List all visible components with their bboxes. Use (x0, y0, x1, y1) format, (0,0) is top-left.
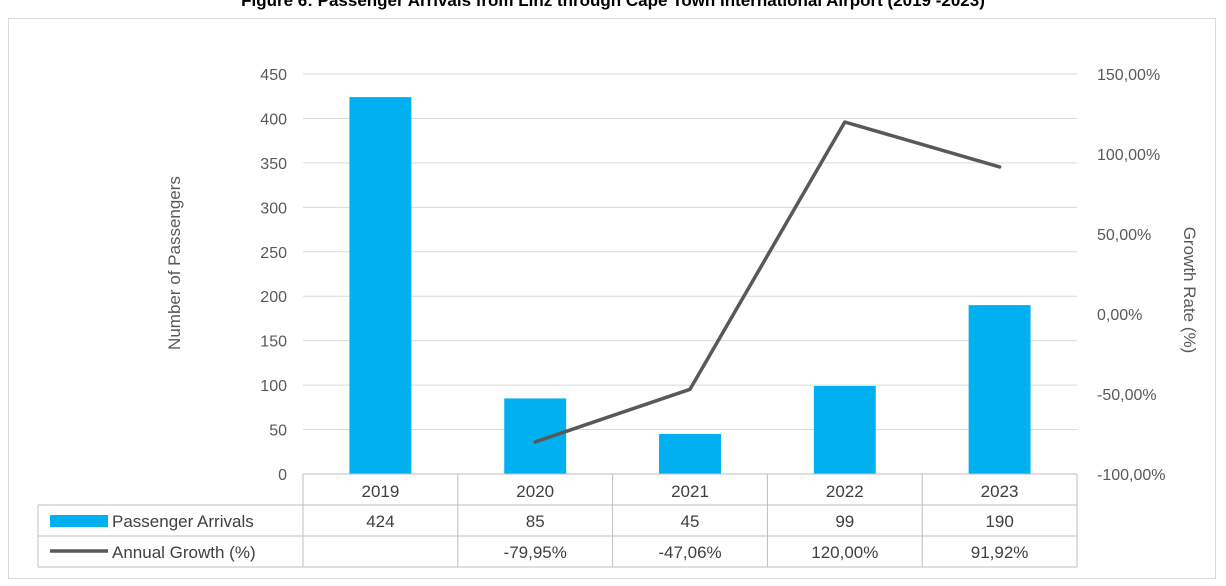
y-tick-label: 50 (269, 423, 287, 440)
y2-tick-label: 150,00% (1097, 67, 1160, 84)
table-value: 45 (681, 512, 700, 531)
bar (813, 386, 876, 474)
y2-tick-label: -50,00% (1097, 387, 1157, 404)
y-tick-label: 150 (260, 334, 287, 351)
y-axis-title: Number of Passengers (165, 176, 184, 350)
bar (968, 305, 1031, 474)
y2-tick-label: 50,00% (1097, 227, 1151, 244)
x-category-label: 2022 (826, 482, 864, 501)
chart-frame (8, 18, 1216, 579)
y-tick-label: 250 (260, 245, 287, 262)
y2-axis-title: Growth Rate (%) (1180, 227, 1199, 354)
data-table: 2019 2020 2021 2022 2023 Passenger Arrivals 42… (37, 473, 1078, 568)
y-tick-label: 200 (260, 289, 287, 306)
bar (349, 97, 412, 474)
y2-tick-label: 100,00% (1097, 147, 1160, 164)
x-category-label: 2023 (981, 482, 1019, 501)
legend-label: Annual Growth (%) (112, 543, 256, 562)
table-value: -79,95% (504, 543, 567, 562)
y2-tick-label: -100,00% (1097, 467, 1166, 484)
table-value: 424 (366, 512, 394, 531)
bar (659, 434, 721, 474)
y-tick-label: 300 (260, 200, 287, 217)
y-tick-label: 350 (260, 156, 287, 173)
legend-label: Passenger Arrivals (112, 512, 254, 531)
y-tick-label: 450 (260, 67, 287, 84)
chart-title: Figure 6: Passenger Arrivals from Linz t… (241, 0, 985, 10)
y-tick-label: 400 (260, 111, 287, 128)
line-series (533, 120, 1002, 444)
legend-key-bar (50, 515, 108, 527)
bar-series (349, 97, 1031, 474)
table-value: 91,92% (971, 543, 1029, 562)
table-value: 120,00% (811, 543, 878, 562)
y-tick-label: 0 (278, 467, 287, 484)
table-value: 85 (526, 512, 545, 531)
x-category-label: 2020 (516, 482, 554, 501)
y2-tick-label: 0,00% (1097, 307, 1142, 324)
table-value: -47,06% (658, 543, 721, 562)
growth-line (533, 120, 1002, 444)
table-value: 190 (985, 512, 1013, 531)
x-category-label: 2021 (671, 482, 709, 501)
x-category-label: 2019 (361, 482, 399, 501)
y-tick-label: 100 (260, 378, 287, 395)
table-value: 99 (835, 512, 854, 531)
gridlines (303, 73, 1077, 475)
axis-ticks: 0 50 100 150 200 250 300 350 400 450 -100,00% -50,0… (260, 67, 1165, 484)
